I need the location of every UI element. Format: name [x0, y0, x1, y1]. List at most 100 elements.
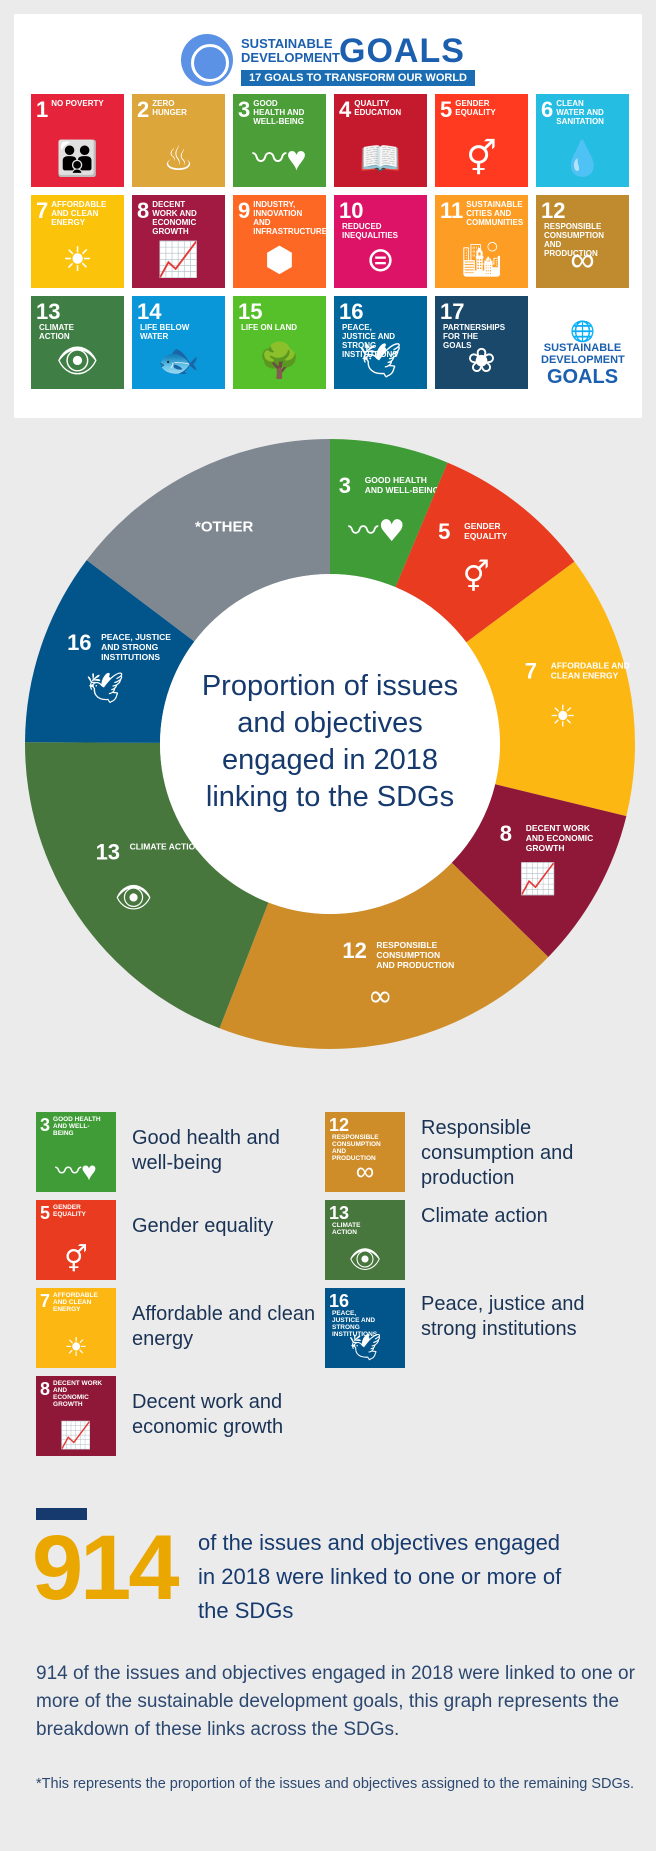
slice-goal-name: GOOD HEALTH: [365, 475, 427, 485]
gender-icon: ⚥: [466, 140, 497, 178]
sdg-tile-11: 11 Sustainable cities and communities 🏙: [435, 195, 528, 288]
sdg-logo-tile: 🌐 Sustainable Development GOALS: [536, 296, 629, 389]
tile-number: 16: [339, 299, 364, 324]
tile-number: 11: [440, 198, 464, 223]
slice-goal-name: CLEAN ENERGY: [551, 671, 619, 681]
legend-swatch-label: Responsible consumption and production: [332, 1134, 381, 1162]
sdg-tile-16: 16Peace, justice and strong institutions…: [334, 296, 427, 389]
legend-swatch-label: Gender equality: [53, 1204, 86, 1218]
sdg-tile-13: 13Climate action 👁: [31, 296, 124, 389]
slice-goal-name: INSTITUTIONS: [101, 652, 160, 662]
slice-goal-name: AND WELL-BEING: [365, 485, 440, 495]
description-paragraph: 914 of the issues and objectives engaged…: [36, 1663, 635, 1740]
legend-text: Peace, justice and strong institutions: [421, 1293, 585, 1340]
slice-goal-name: CONSUMPTION: [376, 950, 440, 960]
tile-label: Industry, innovation and infrastructure: [253, 200, 326, 236]
gender-icon: ⚥: [463, 559, 490, 595]
logo-tile-line1: Sustainable Development: [541, 342, 625, 366]
fish-icon: 🐟: [157, 342, 200, 380]
sdg-tile-15: 15Life on land 🌳: [233, 296, 326, 389]
legend-swatch: 13Climate action 👁: [325, 1200, 405, 1280]
dove-icon: 🕊: [348, 1332, 382, 1362]
sdg-tile-12: 12Responsible consumption and production…: [536, 195, 629, 288]
infinity-icon: ∞: [570, 241, 595, 279]
bowl-icon: ♨: [163, 140, 194, 178]
donut-slice-sdg-12: [219, 862, 549, 1049]
sdg-tile-10: 10Reduced inequalities ⊜: [334, 195, 427, 288]
tile-number: 14: [137, 299, 162, 324]
slice-number: 7: [525, 659, 537, 684]
sdg-tile-1: 1 No poverty 👪: [31, 94, 124, 187]
tile-label: Climate action: [39, 323, 74, 341]
tile-label: Responsible consumption and production: [544, 222, 604, 258]
logo-tile-line2: GOALS: [546, 366, 619, 388]
tile-number: 6: [541, 97, 554, 122]
donut-label-sdg-13: 13 CLIMATE ACTION 👁: [96, 839, 202, 915]
slice-number: 5: [438, 519, 450, 544]
tree-icon: 🌳: [258, 342, 301, 380]
legend-swatch: 8 Decent work and economic growth 📈: [36, 1376, 116, 1456]
sdg-subtitle: 17 Goals to transform our world: [241, 70, 475, 86]
tile-number: 12: [541, 198, 566, 223]
legend-swatch-number: 7: [40, 1291, 51, 1311]
sdg-tile-3: 3 Good health and well-being 〰♥: [233, 94, 326, 187]
tile-label: Life below water: [140, 323, 190, 341]
tile-label: Gender equality: [455, 99, 496, 117]
legend-item-sdg-7: 7 Affordable and clean energy ☀ Affordable …: [36, 1288, 336, 1368]
book-icon: 📖: [359, 140, 402, 178]
tile-label: Affordable and clean energy: [51, 200, 107, 227]
legend-item-sdg-3: 3 Good health and well-being 〰♥ Good health…: [36, 1112, 336, 1192]
donut-center-hole: [160, 574, 500, 914]
legend-swatch-label: Climate action: [332, 1222, 361, 1236]
sdg-tile-7: 7 Affordable and clean energy ☀: [31, 195, 124, 288]
gender-icon: ⚥: [64, 1244, 88, 1274]
donut-slice-sdg-7: [466, 561, 635, 817]
heartbeat-icon: 〰♥: [348, 514, 405, 549]
legend-swatch-label: Decent work and economic growth: [53, 1380, 103, 1408]
eye-icon: 👁: [115, 880, 153, 915]
donut-label-other: *OTHER: [195, 518, 254, 535]
legend-swatch-label: Peace, justice and strong institutions: [332, 1310, 378, 1338]
sdg-tile-5: 5 Gender equality ⚥: [435, 94, 528, 187]
growth-icon: 📈: [519, 861, 556, 897]
tile-number: 1: [36, 97, 49, 122]
slice-number: 13: [96, 839, 120, 864]
slice-goal-name: GENDER: [464, 521, 500, 531]
tile-number: 9: [238, 198, 251, 223]
donut-slice-sdg-3: [330, 439, 448, 588]
sdg-title-small: Sustainable Development: [241, 36, 340, 65]
stat-text: of the issues and objectives engaged in …: [198, 1530, 562, 1623]
legend-swatch-number: 3: [40, 1115, 51, 1135]
legend-swatch: 3 Good health and well-being 〰♥: [36, 1112, 116, 1192]
donut-slice-sdg-8: [451, 784, 627, 957]
footnote: *This represents the proportion of the i…: [36, 1776, 635, 1792]
sdg-title-row: Sustainable Development GOALS: [241, 34, 475, 68]
tile-number: 10: [339, 198, 364, 223]
tile-label: No poverty: [51, 99, 104, 108]
sdg-tile-8: 8 Decent work and economic growth 📈: [132, 195, 225, 288]
tile-number: 2: [137, 97, 150, 122]
legend-swatch-label: Affordable and clean energy: [53, 1292, 98, 1313]
tile-label: Zero hunger: [152, 99, 187, 117]
slice-goal-name: CLIMATE ACTION: [130, 841, 202, 851]
un-emblem-icon: [181, 34, 234, 86]
dove-icon: 🕊: [358, 342, 403, 380]
infinity-icon: ∞: [368, 979, 393, 1014]
tile-label: Good health and well-being: [253, 99, 305, 126]
sun-icon: ☀: [549, 700, 576, 735]
sdg-overview-panel: Sustainable Development GOALS 17 Goals t…: [14, 14, 642, 418]
legend-item-sdg-5: 5 Gender equality ⚥ Gender equality: [36, 1200, 336, 1280]
tile-label: Partnerships for the goals: [443, 323, 506, 350]
legend-item-sdg-16: 16Peace, justice and strong institutions…: [325, 1288, 625, 1368]
donut-slice-sdg-13: [24, 742, 269, 1029]
legend-text: Climate action: [421, 1205, 548, 1227]
donut-slice-other: [86, 439, 330, 642]
sdg-tile-14: 14Life below water 🐟: [132, 296, 225, 389]
donut-slice-sdg-5: [395, 462, 575, 643]
tile-label: Sustainable cities and communities: [466, 200, 524, 227]
legend-swatch-number: 12: [329, 1115, 350, 1135]
tile-label: Quality education: [354, 99, 402, 117]
